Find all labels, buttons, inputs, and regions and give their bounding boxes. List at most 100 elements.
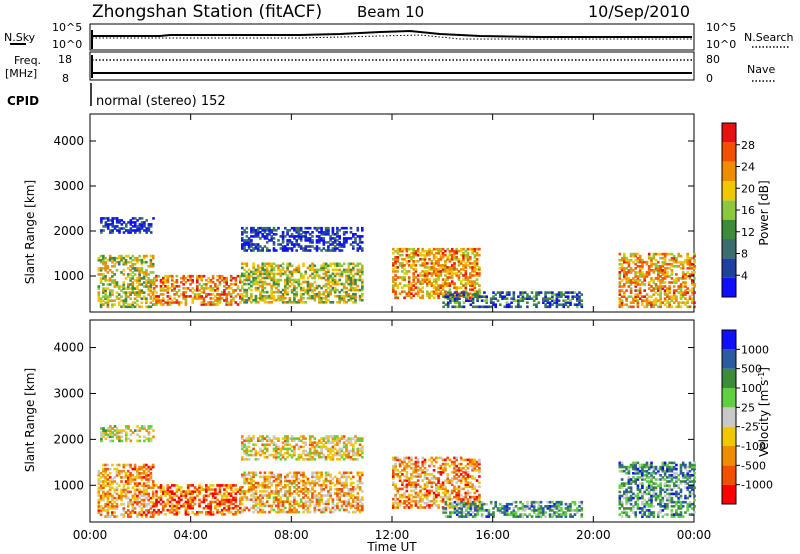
data-cell [432, 475, 436, 478]
data-cell [138, 225, 142, 228]
data-cell [618, 285, 622, 288]
data-cell [394, 266, 397, 269]
data-cell [327, 268, 330, 272]
data-cell [133, 465, 137, 469]
data-cell [252, 486, 255, 489]
data-cell [145, 254, 148, 258]
data-cell [129, 269, 132, 272]
data-cell [396, 491, 400, 495]
data-cell [324, 471, 328, 475]
data-cell [340, 249, 344, 252]
data-cell [324, 437, 328, 440]
data-cell [318, 268, 321, 272]
data-cell [97, 509, 101, 512]
data-cell [99, 498, 103, 502]
data-cell [138, 281, 141, 284]
data-cell [421, 479, 424, 482]
data-cell [109, 433, 112, 436]
data-cell [247, 282, 251, 286]
data-cell [131, 283, 135, 286]
data-cell [229, 283, 233, 286]
data-cell [620, 299, 624, 302]
data-cell [358, 481, 362, 485]
data-cell [236, 504, 240, 508]
data-cell [288, 278, 292, 282]
data-cell [345, 508, 348, 512]
data-cell [398, 460, 402, 464]
data-cell [315, 241, 319, 244]
data-cell [634, 252, 637, 256]
data-cell [446, 272, 449, 275]
data-cell [99, 279, 103, 282]
data-cell [247, 473, 251, 477]
data-cell [331, 447, 335, 451]
data-cell [327, 437, 330, 440]
data-cell [117, 303, 121, 306]
data-cell [620, 295, 624, 298]
data-cell [295, 290, 298, 294]
data-cell [142, 463, 146, 467]
data-cell [218, 511, 222, 514]
data-cell [133, 256, 137, 260]
data-cell [464, 256, 468, 259]
data-cell [428, 296, 431, 300]
data-cell [241, 437, 244, 440]
data-cell [184, 513, 188, 516]
data-cell [444, 282, 447, 285]
data-cell [245, 449, 249, 453]
data-cell [218, 486, 222, 489]
data-cell [557, 293, 561, 296]
data-cell [410, 481, 413, 484]
data-cell [207, 280, 210, 284]
data-cell [286, 268, 289, 272]
data-cell [407, 479, 411, 482]
data-cell [113, 227, 117, 230]
data-cell [214, 496, 217, 500]
data-cell [151, 299, 155, 302]
data-cell [471, 293, 475, 296]
data-cell [569, 299, 572, 302]
data-cell [555, 297, 559, 300]
data-cell [659, 305, 662, 309]
data-cell [106, 500, 110, 504]
data-cell [681, 267, 685, 270]
data-cell [106, 478, 110, 481]
data-cell [277, 451, 280, 455]
data-cell [290, 241, 294, 244]
data-cell [430, 483, 434, 486]
data-cell [272, 502, 276, 506]
data-cell [122, 463, 126, 467]
data-cell [145, 285, 148, 288]
data-cell [113, 299, 116, 302]
data-cell [232, 513, 235, 516]
data-cell [175, 278, 179, 282]
data-cell [405, 464, 409, 468]
data-cell [229, 502, 233, 506]
data-cell [261, 282, 264, 286]
data-cell [416, 292, 420, 295]
data-cell [469, 303, 473, 306]
data-cell [216, 492, 219, 495]
data-cell [270, 229, 273, 232]
data-cell [143, 221, 146, 224]
data-cell [329, 264, 332, 268]
data-cell [318, 451, 321, 455]
data-cell [229, 484, 233, 487]
data-cell [405, 495, 409, 499]
data-cell [304, 280, 307, 284]
data-cell [297, 226, 301, 230]
data-cell [661, 279, 665, 282]
data-cell [428, 489, 431, 493]
data-cell [302, 292, 305, 296]
data-cell [313, 483, 317, 487]
data-cell [358, 477, 362, 481]
data-cell [171, 508, 174, 512]
data-cell [620, 285, 624, 288]
data-cell [136, 425, 139, 428]
data-cell [142, 488, 146, 492]
data-cell [138, 289, 141, 292]
data-cell [184, 276, 188, 280]
data-cell [661, 252, 665, 256]
data-cell [295, 231, 298, 234]
data-cell [462, 251, 465, 255]
